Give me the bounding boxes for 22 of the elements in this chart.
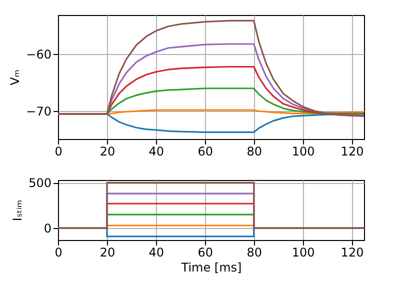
x-tick-label: 120	[340, 144, 364, 158]
x-tick-label: 120	[340, 246, 364, 260]
line-series	[57, 20, 365, 118]
x-tick-label: 100	[292, 144, 315, 158]
y-tick-label: −70	[26, 104, 52, 119]
y-axis-title: Iₛₜᵢₘ	[10, 200, 25, 222]
x-tick-label: 0	[54, 246, 62, 260]
x-tick-label: 0	[54, 144, 62, 158]
x-tick-label: 80	[246, 144, 262, 158]
x-tick-label: 20	[100, 246, 116, 260]
x-tick-label: 20	[100, 144, 116, 158]
x-tick-label: 100	[292, 246, 315, 260]
x-tick-label: 60	[198, 246, 214, 260]
y-tick-label: 500	[28, 176, 52, 190]
y-tick-label: 0	[44, 222, 52, 236]
x-tick-label: 40	[148, 246, 164, 260]
x-tick-label: 40	[148, 144, 164, 158]
x-axis-title: Time [ms]	[180, 260, 242, 274]
x-tick-label: 60	[198, 144, 214, 158]
y-tick-label: −60	[26, 48, 52, 62]
y-axis-title: Vₘ	[8, 70, 22, 86]
x-tick-label: 80	[246, 246, 262, 260]
